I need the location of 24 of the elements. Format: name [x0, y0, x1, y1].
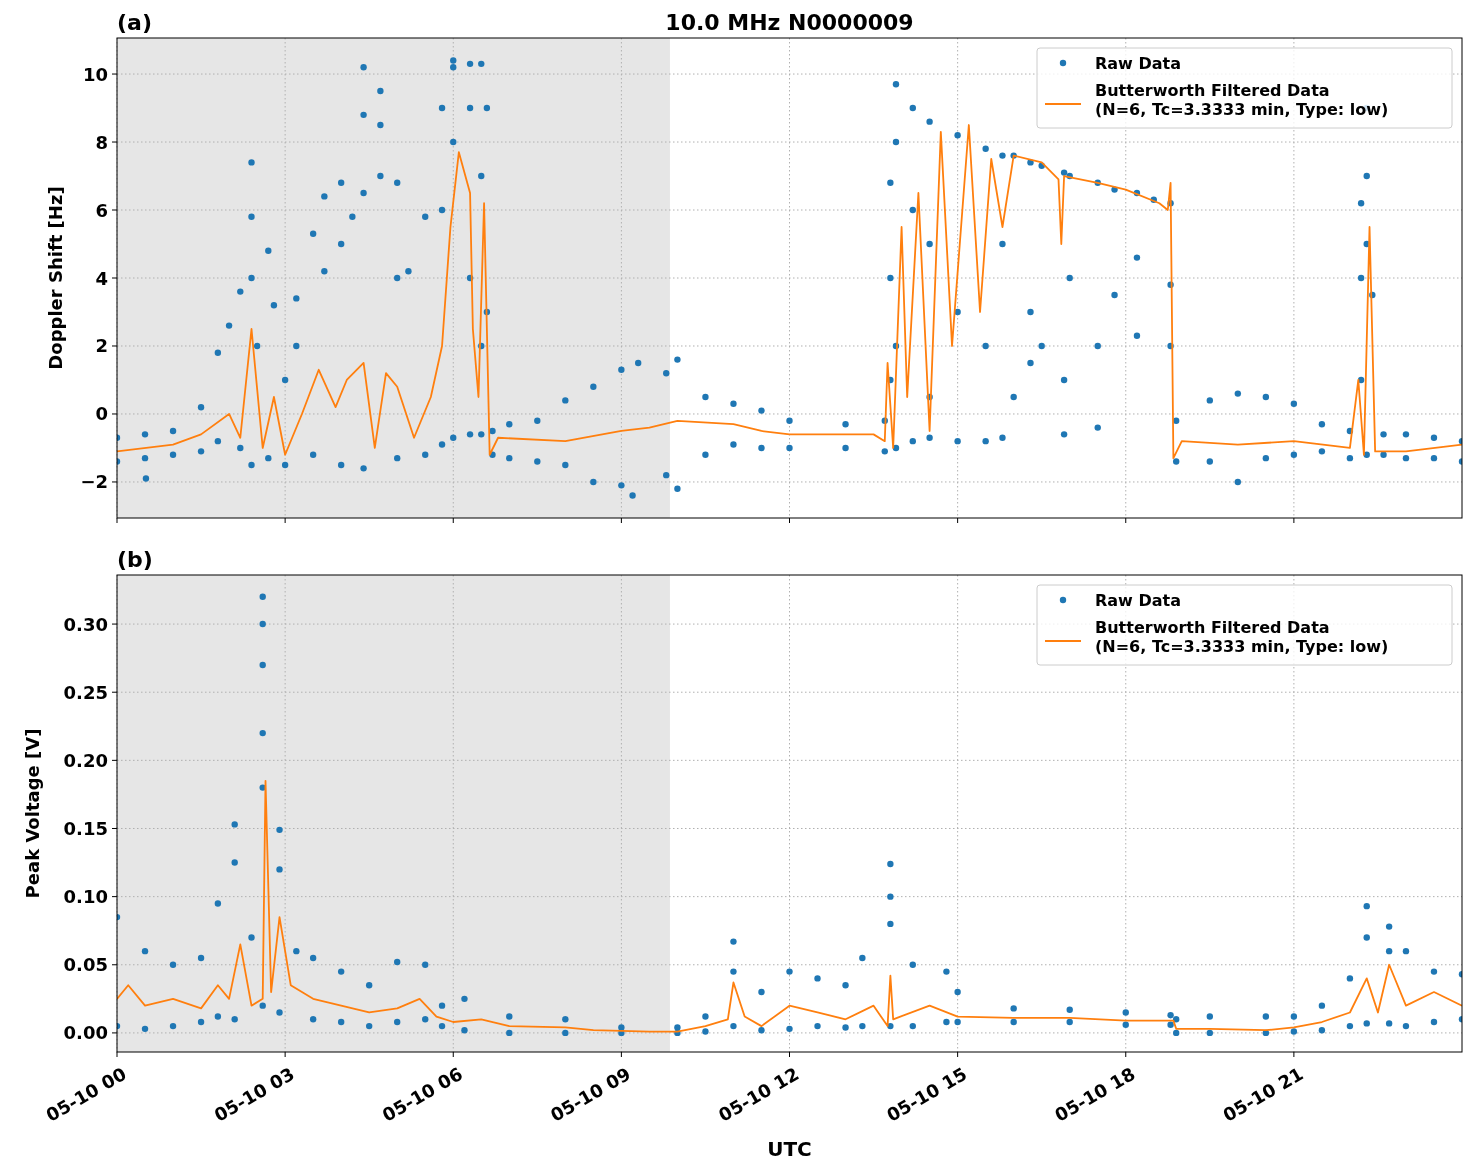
legend-label: Raw Data	[1095, 590, 1181, 610]
y-tick-label: 0.10	[63, 886, 108, 908]
y-tick-label: 0.05	[63, 954, 108, 976]
legend-label: Raw Data	[1095, 53, 1181, 73]
y-axis-title: Peak Voltage [V]	[22, 728, 43, 899]
y-axis-title: Doppler Shift [Hz]	[45, 186, 66, 370]
y-tick-label: 0.15	[63, 817, 108, 839]
y-tick-label: 0.20	[63, 749, 108, 771]
chart-title: 10.0 MHz N0000009	[665, 10, 914, 35]
y-tick-label: 0.30	[63, 613, 108, 635]
legend-label: Butterworth Filtered Data (N=6, Tc=3.3333 min, Type: low)	[1095, 80, 1389, 119]
y-tick-label: 10	[82, 63, 108, 85]
legend-label: Butterworth Filtered Data (N=6, Tc=3.3333 min, Type: low)	[1095, 617, 1389, 656]
y-tick-label: 8	[95, 131, 108, 153]
y-tick-label: 6	[95, 199, 108, 221]
y-tick-label: 0.25	[63, 681, 108, 703]
y-tick-label: 0	[95, 403, 108, 425]
y-tick-label: 2	[95, 335, 108, 357]
x-axis-title: UTC	[767, 1137, 812, 1161]
text: (b)	[117, 547, 153, 572]
y-tick-label: −2	[80, 471, 108, 493]
y-tick-label: 4	[95, 267, 108, 289]
y-tick-label: 0.00	[63, 1022, 108, 1044]
text: (a)	[117, 10, 152, 35]
